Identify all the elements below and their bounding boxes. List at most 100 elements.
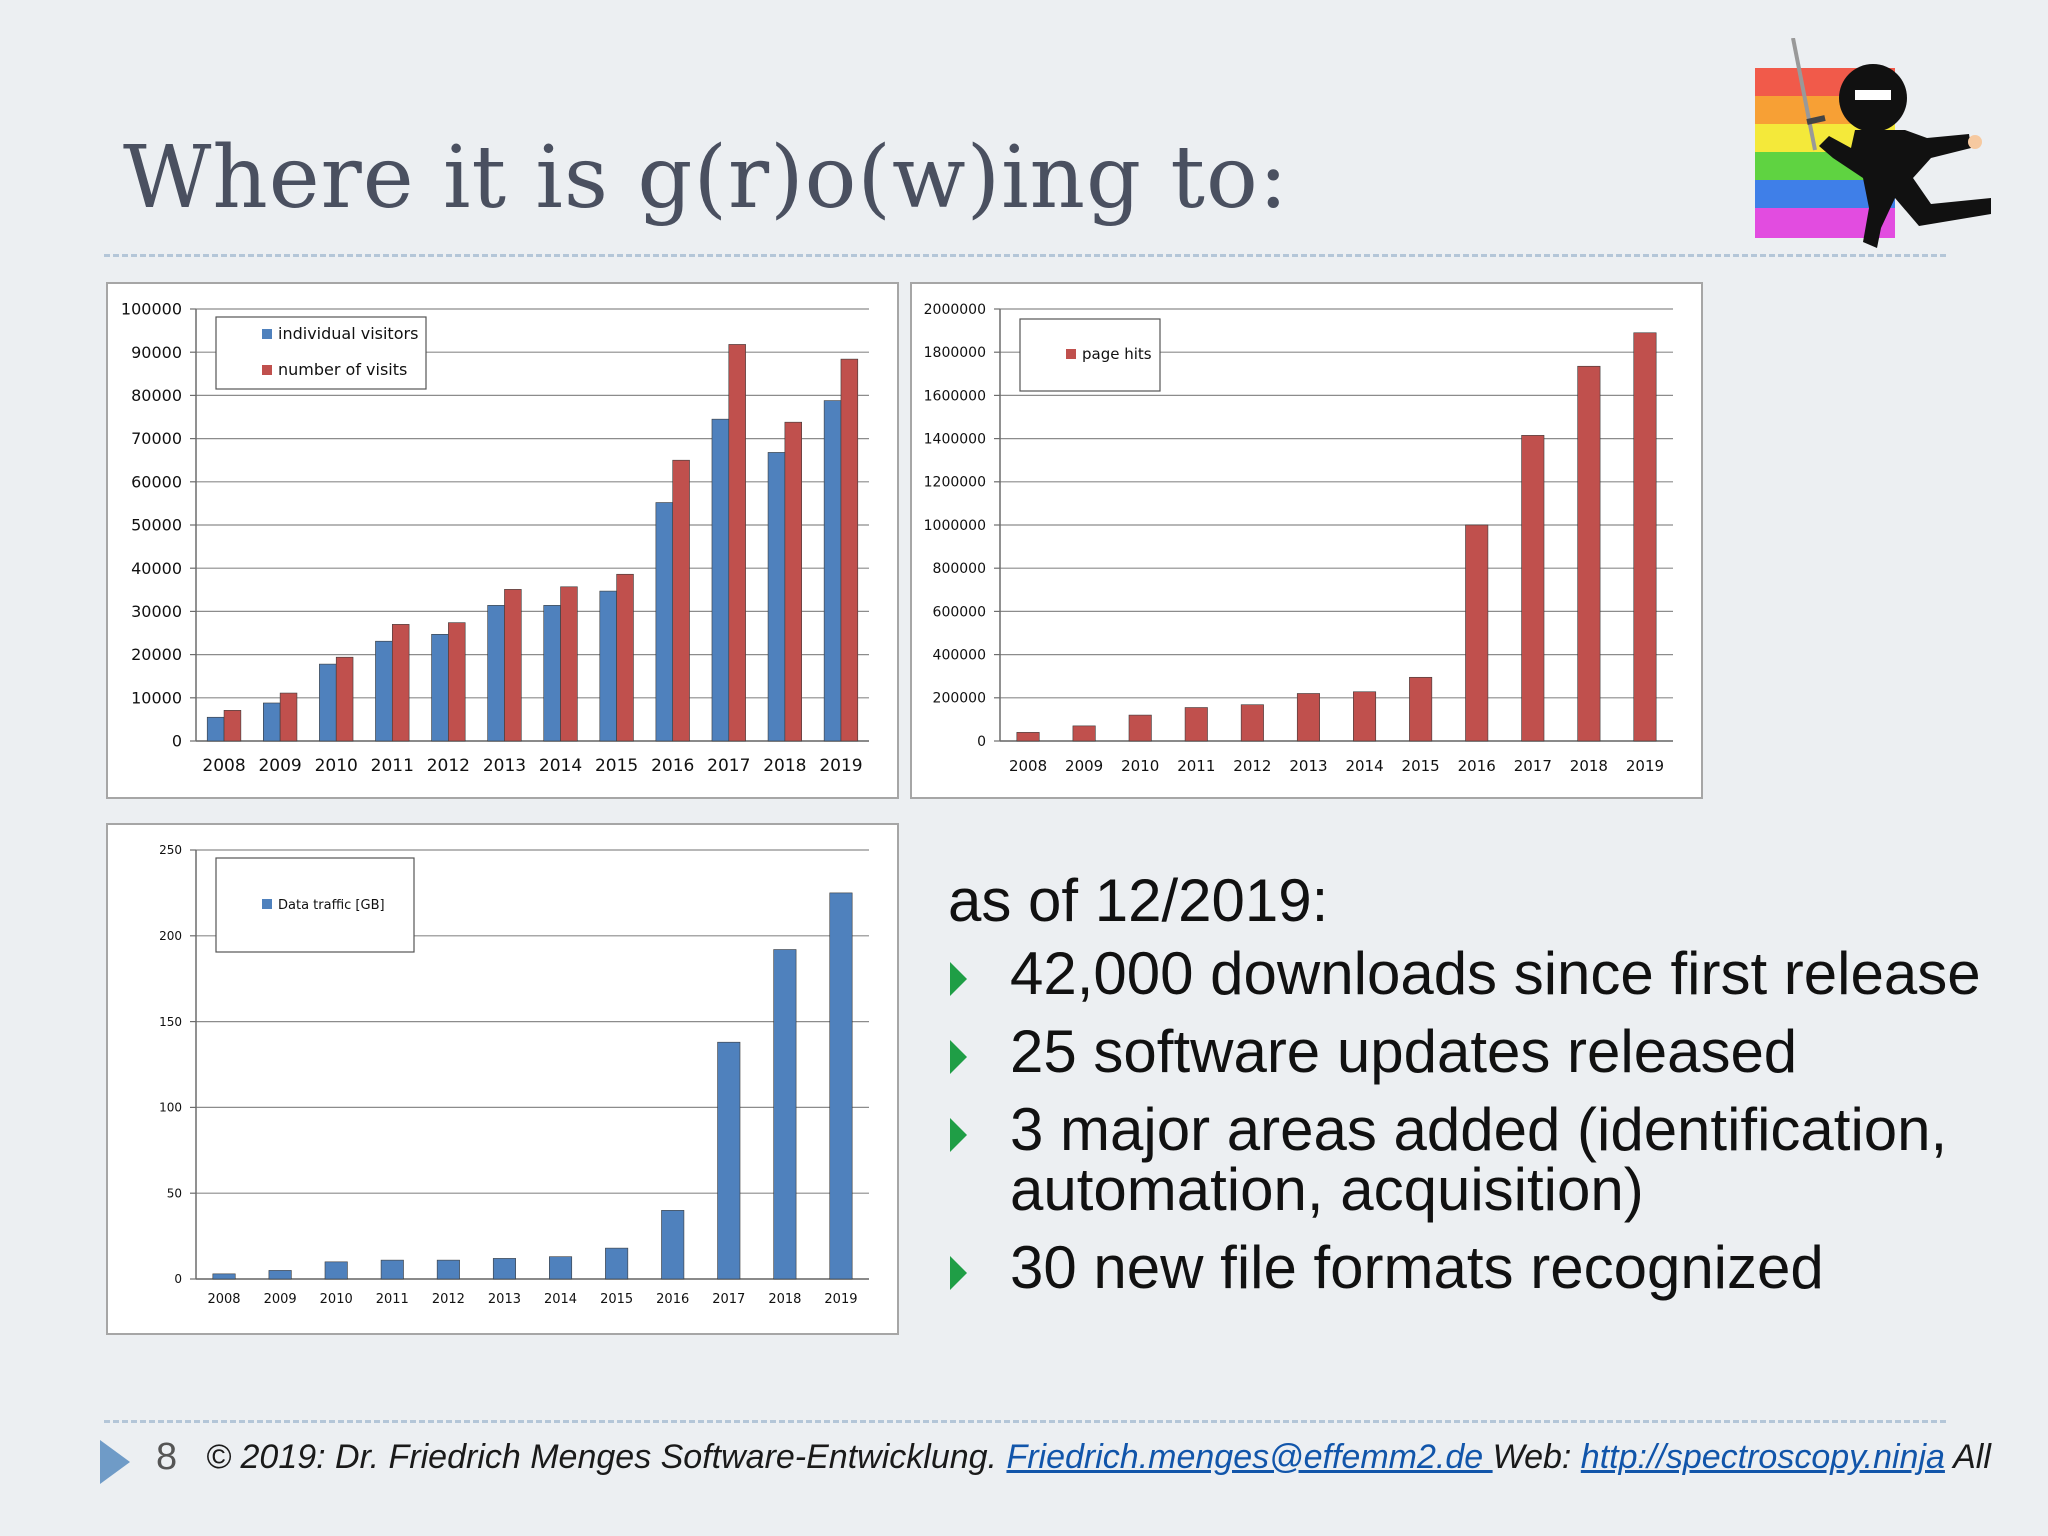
footer-trailing-text: All [1944, 1438, 1991, 1476]
legend-swatch [262, 899, 272, 909]
bar [223, 710, 242, 742]
footer: 8 © 2019: Dr. Friedrich Menges Software-… [100, 1432, 2048, 1492]
bar [1409, 676, 1433, 742]
x-tick-label: 2017 [712, 1292, 745, 1307]
bar [823, 400, 842, 742]
bullet-arrow-icon [950, 1256, 967, 1290]
bar [1633, 332, 1657, 742]
visitors-chart: 0 10000 20000 30000 40000 50000 60000 70000 8000… [106, 282, 899, 799]
bar [1465, 524, 1489, 742]
x-tick-label: 2010 [320, 1292, 353, 1307]
bar [784, 421, 803, 742]
email-link[interactable]: Friedrich.menges@effemm2.de [1006, 1438, 1493, 1476]
x-tick-label: 2019 [1626, 757, 1664, 775]
bar [1016, 732, 1040, 742]
list-item-text: 25 software updates released [1010, 1018, 1798, 1085]
list-item-text: 42,000 downloads since first release [1010, 940, 1981, 1007]
stats-list: as of 12/2019: 42,000 downloads since fi… [948, 868, 2008, 1316]
x-tick-label: 2008 [1009, 757, 1047, 775]
legend-box [215, 316, 427, 390]
bar [1353, 691, 1377, 742]
list-item: 25 software updates released [948, 1022, 2008, 1082]
bar [711, 418, 730, 742]
bar [375, 640, 393, 742]
y-tick-label: 60000 [131, 472, 182, 491]
bar [1521, 435, 1545, 742]
bar [279, 692, 298, 742]
x-tick-label: 2017 [1514, 757, 1552, 775]
x-tick-label: 2014 [544, 1292, 577, 1307]
x-tick-label: 2010 [315, 756, 358, 776]
bar [616, 573, 634, 742]
y-tick-label: 0 [172, 732, 182, 751]
x-tick-label: 2012 [432, 1292, 465, 1307]
bar [829, 892, 853, 1280]
bar [263, 702, 281, 742]
x-tick-label: 2010 [1121, 757, 1159, 775]
legend-label: individual visitors [278, 324, 418, 343]
page-hits-chart-plot: 0 200000 400000 600000 800000 1000000 1200000 1… [924, 302, 1673, 775]
y-tick-label: 50 [167, 1186, 182, 1200]
y-tick-label: 100 [159, 1101, 182, 1115]
bar [324, 1261, 348, 1280]
bar [436, 1259, 460, 1280]
x-tick-label: 2009 [264, 1292, 297, 1307]
footer-text: © 2019: Dr. Friedrich Menges Software-En… [206, 1438, 1991, 1477]
list-item: 30 new file formats recognized [948, 1238, 2008, 1298]
y-tick-label: 1000000 [924, 518, 986, 534]
x-tick-label: 2011 [371, 756, 414, 776]
bar [448, 622, 466, 742]
y-tick-label: 1200000 [924, 475, 986, 491]
y-tick-label: 1800000 [924, 345, 986, 361]
y-tick-label: 100000 [121, 300, 182, 319]
x-tick-label: 2019 [824, 1292, 857, 1307]
bullet-arrow-icon [950, 1040, 967, 1074]
x-tick-label: 2008 [202, 756, 245, 776]
title-divider [104, 254, 1946, 257]
list-item-text: 3 major areas added (identification, aut… [1010, 1096, 1948, 1223]
x-tick-label: 2018 [768, 1292, 801, 1307]
bar [543, 605, 561, 742]
x-tick-label: 2008 [207, 1292, 240, 1307]
x-tick-label: 2019 [819, 756, 862, 776]
copyright-text: © 2019: Dr. Friedrich Menges Software-En… [206, 1438, 1007, 1476]
x-tick-label: 2013 [1289, 757, 1327, 775]
bar [655, 502, 674, 742]
y-tick-label: 250 [159, 843, 182, 857]
x-tick-label: 2015 [1402, 757, 1440, 775]
ninja-rainbow-logo-icon [1755, 38, 1991, 248]
bar [1072, 725, 1096, 742]
y-tick-label: 70000 [131, 429, 182, 448]
y-tick-label: 0 [174, 1272, 182, 1286]
bullet-arrow-icon [950, 962, 967, 996]
list-item-text: 30 new file formats recognized [1010, 1234, 1824, 1301]
x-tick-label: 2014 [1345, 757, 1383, 775]
bar [773, 949, 797, 1280]
y-tick-label: 1400000 [924, 432, 986, 448]
y-tick-label: 800000 [933, 561, 986, 577]
data-traffic-chart: 0 50 100 150 200 250 2008 2009 2010 2011 2012 2013 2… [106, 823, 899, 1335]
bar [319, 663, 337, 742]
x-tick-label: 2012 [427, 756, 470, 776]
y-tick-label: 400000 [933, 648, 986, 664]
bar [767, 452, 786, 742]
x-tick-label: 2015 [595, 756, 638, 776]
website-link[interactable]: http://spectroscopy.ninja [1580, 1438, 1945, 1476]
bullet-arrow-icon [950, 1118, 967, 1152]
bar [728, 344, 746, 742]
legend-swatch [1066, 349, 1076, 359]
bar [661, 1210, 685, 1280]
legend-swatch [262, 365, 272, 375]
x-tick-label: 2011 [376, 1292, 409, 1307]
footer-divider [104, 1420, 1946, 1423]
bar [717, 1041, 741, 1280]
legend-box [215, 857, 415, 953]
x-tick-label: 2017 [707, 756, 750, 776]
y-tick-label: 0 [977, 734, 986, 750]
bar [560, 586, 578, 742]
bar [212, 1273, 236, 1280]
x-tick-label: 2013 [488, 1292, 521, 1307]
page-number: 8 [156, 1436, 178, 1478]
x-tick-label: 2011 [1177, 757, 1215, 775]
list-item: 3 major areas added (identification, aut… [948, 1100, 2008, 1220]
